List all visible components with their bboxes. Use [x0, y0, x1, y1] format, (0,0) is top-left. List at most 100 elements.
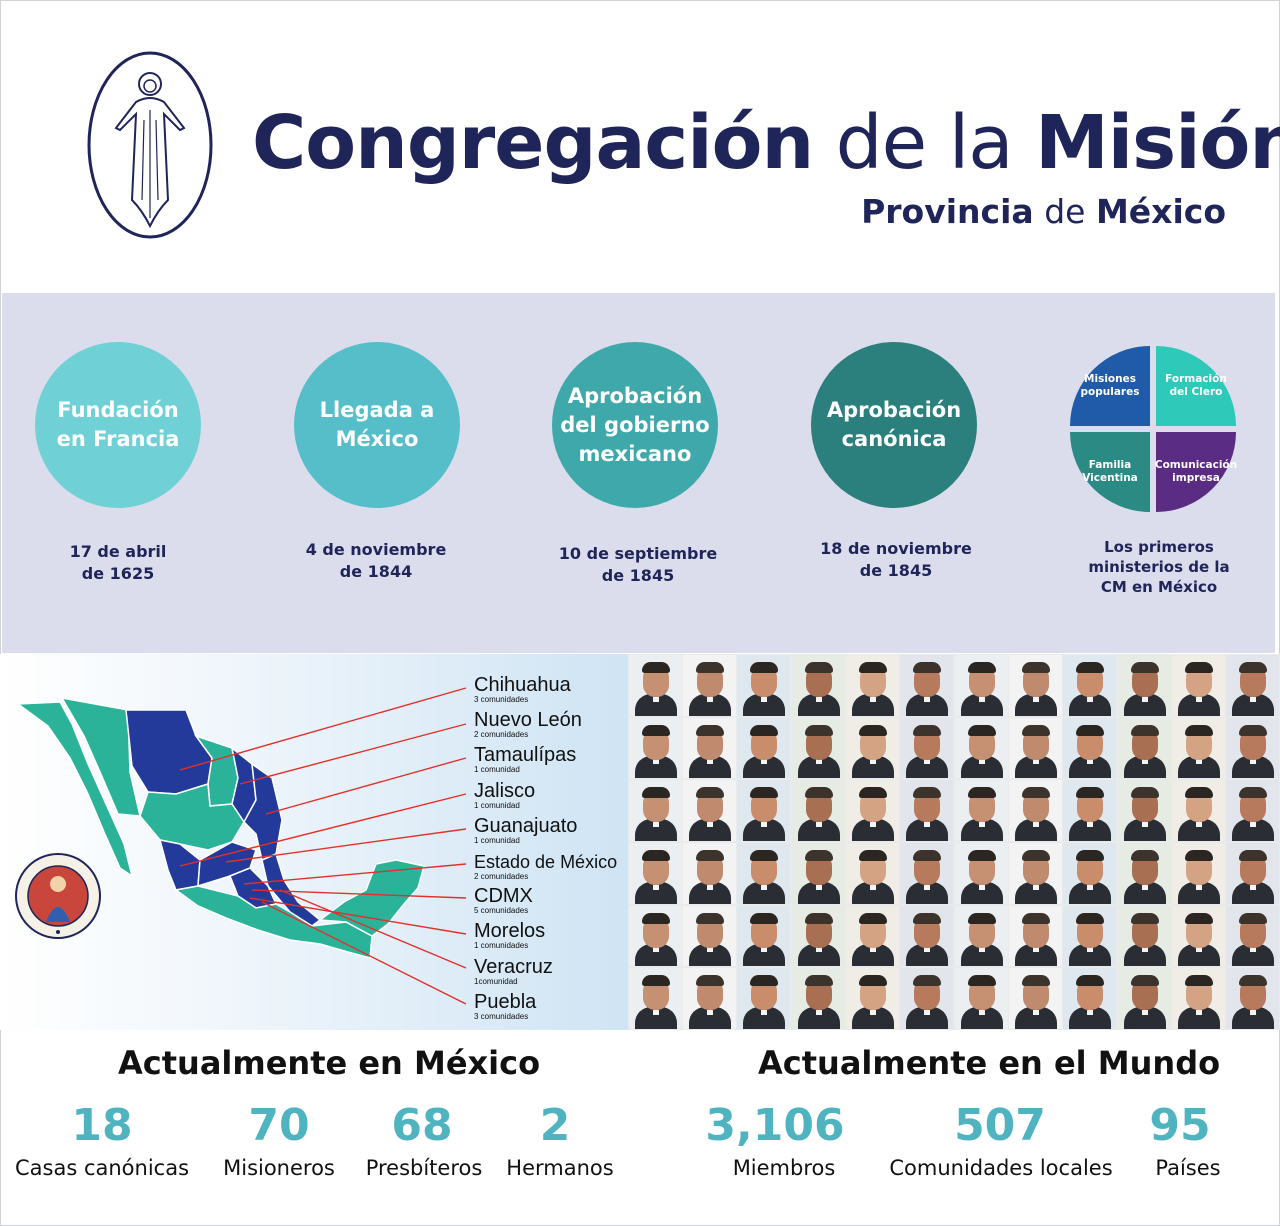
stat-label: Miembros [732, 1156, 836, 1180]
portrait-photo [682, 843, 737, 904]
portrait-photo [1063, 843, 1117, 904]
ministry-familia-vicentina: Familia Vicentina [1070, 432, 1150, 512]
arrow-estado-de-mexico [243, 863, 467, 885]
portrait-photo [1171, 655, 1226, 716]
logo-emblem [87, 51, 213, 239]
milestone-date: 10 de septiembre de 1845 [528, 543, 748, 587]
milestone-label: mexicano [578, 441, 692, 466]
stats-mexico-title: Actualmente en México [118, 1044, 541, 1082]
state-count: 1 comunidad [474, 765, 520, 774]
portrait-photo [1171, 843, 1226, 904]
portrait-photo [1008, 905, 1063, 967]
date-line: de 1845 [859, 561, 933, 580]
caption-line: Los primeros [1104, 538, 1214, 556]
portrait-photo [845, 843, 900, 904]
portrait-photo [900, 905, 954, 967]
date-line: 10 de septiembre [558, 544, 718, 563]
milestone-label: Llegada a [319, 398, 435, 422]
state-name: Estado de México [474, 852, 618, 872]
arrow-guanajuato [225, 828, 467, 863]
state-chihuahua: Chihuahua 3 comunidades [474, 674, 571, 704]
portrait-photo [791, 655, 845, 716]
portrait-photo [1171, 780, 1226, 841]
ministry-label: Vicentina [1082, 472, 1138, 484]
state-estado-de-mexico: Estado de México 2 comunidades [474, 851, 617, 881]
portrait-photo [682, 717, 737, 779]
portrait-photo [628, 655, 682, 716]
portrait-photo [1117, 843, 1171, 904]
mexico-map [15, 687, 467, 1005]
map-arrows [179, 687, 467, 1005]
state-jalisco: Jalisco 1 comunidad [474, 780, 535, 810]
stat-label: Países [1155, 1156, 1221, 1180]
arrow-morelos [249, 897, 467, 935]
portrait-photo [1117, 717, 1171, 779]
state-count: 1 comunidades [474, 941, 529, 950]
portrait-photo [1171, 968, 1226, 1029]
portrait-photo [954, 655, 1008, 716]
page-title: Congregación de la Misión [252, 98, 1280, 188]
portrait-photo [737, 655, 791, 716]
stat-value: 3,106 [705, 1100, 845, 1151]
portrait-photo [791, 843, 845, 904]
arrow-cdmx [251, 889, 467, 899]
portrait-photo [1171, 717, 1226, 779]
map-region-chihuahua [125, 709, 213, 795]
portrait-photo [737, 717, 791, 779]
portrait-photo [791, 780, 845, 841]
ministry-label: Misiones [1084, 373, 1136, 385]
title-word-de-la: de la [835, 100, 1014, 186]
stat-label: Hermanos [506, 1156, 614, 1180]
state-name: Jalisco [474, 780, 536, 802]
portrait-photo [1226, 717, 1280, 779]
ministry-label: Familia [1088, 459, 1132, 471]
state-count: 1 comunidad [474, 801, 520, 810]
ministries-quadrant: Misiones populares Formación del Clero Fam… [1070, 346, 1237, 512]
milestone-date: 18 de noviembre de 1845 [786, 538, 1006, 582]
stat-value: 70 [248, 1100, 310, 1151]
portrait-photo [682, 968, 737, 1029]
portrait-photo [1226, 843, 1280, 904]
state-count: 3 comunidades [474, 695, 529, 704]
mexico-map-panel: Chihuahua 3 comunidades Nuevo León 2 comun… [0, 654, 628, 1030]
portrait-photo [1008, 780, 1063, 841]
subtitle-de: de [1044, 192, 1086, 231]
date-line: 4 de noviembre [305, 540, 447, 559]
portrait-photo [1063, 905, 1117, 967]
stat-value: 2 [539, 1100, 571, 1151]
portrait-photo [1117, 655, 1171, 716]
portrait-photo [628, 717, 682, 779]
portrait-photo [1008, 968, 1063, 1029]
milestone-date: 17 de abril de 1625 [8, 541, 228, 585]
portrait-photo [954, 968, 1008, 1029]
ministry-label: Formación [1165, 373, 1227, 385]
state-guanajuato: Guanajuato 1 comunidad [474, 815, 577, 845]
portrait-photo [900, 843, 954, 904]
portrait-photo [1117, 968, 1171, 1029]
portrait-photo [628, 843, 682, 904]
portrait-photo [954, 717, 1008, 779]
ministry-label: populares [1080, 386, 1140, 398]
stats-world-title: Actualmente en el Mundo [758, 1044, 1221, 1082]
date-line: de 1845 [601, 566, 675, 585]
portrait-photo [954, 780, 1008, 841]
date-line: 17 de abril [69, 542, 167, 561]
portrait-photo [737, 905, 791, 967]
page-subtitle: Provincia de México [861, 192, 1226, 231]
stat-label: Comunidades locales [889, 1156, 1113, 1180]
portrait-photo [1063, 968, 1117, 1029]
milestone-label: Aprobación [826, 398, 962, 422]
subtitle-provincia: Provincia [861, 192, 1034, 231]
milestone-label: México [335, 427, 419, 451]
milestone-label: canónica [841, 427, 947, 451]
milestone-label: en Francia [56, 427, 180, 451]
portrait-photo [737, 843, 791, 904]
state-name: Veracruz [474, 956, 553, 978]
state-morelos: Morelos 1 comunidades [474, 920, 545, 950]
state-veracruz: Veracruz 1comunidad [474, 956, 553, 986]
state-puebla: Puebla 3 comunidades [474, 991, 536, 1021]
portrait-photo [682, 655, 737, 716]
portrait-photo [1117, 780, 1171, 841]
date-line: 18 de noviembre [820, 539, 972, 558]
portrait-photo [900, 968, 954, 1029]
